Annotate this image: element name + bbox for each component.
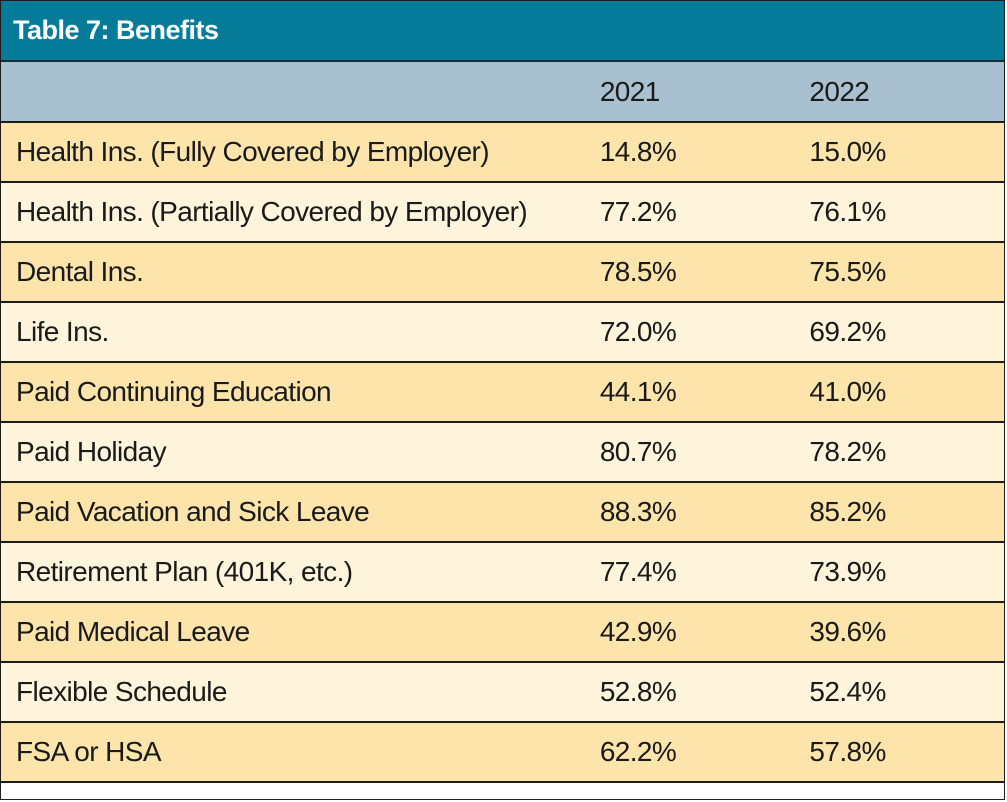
value-2021: 77.4% [599, 556, 677, 587]
table-row: Paid Continuing Education 44.1% 41.0% [1, 363, 1004, 423]
value-2021: 52.8% [599, 676, 677, 707]
value-2021: 78.5% [599, 256, 677, 287]
row-label: Health Ins. (Partially Covered by Employ… [16, 196, 528, 227]
table-row: Paid Medical Leave 42.9% 39.6% [1, 603, 1004, 663]
value-2022: 78.2% [809, 436, 886, 467]
row-label: Flexible Schedule [16, 676, 227, 707]
value-2021: 80.7% [599, 436, 677, 467]
row-label: Paid Vacation and Sick Leave [16, 496, 370, 527]
row-label: Dental Ins. [16, 256, 144, 287]
table-row: Paid Vacation and Sick Leave 88.3% 85.2% [1, 483, 1004, 543]
header-2021: 2021 [599, 75, 660, 107]
value-2021: 44.1% [599, 376, 677, 407]
value-2022: 75.5% [809, 256, 886, 287]
table-row: Flexible Schedule 52.8% 52.4% [1, 663, 1004, 723]
table-title-bar: Table 7: Benefits [1, 1, 1004, 62]
table-row: Dental Ins. 78.5% 75.5% [1, 243, 1004, 303]
value-2022: 69.2% [809, 316, 886, 347]
row-label: FSA or HSA [16, 736, 162, 767]
table-row: Life Ins. 72.0% 69.2% [1, 303, 1004, 363]
value-2022: 57.8% [809, 736, 886, 767]
value-2022: 73.9% [809, 556, 886, 587]
value-2021: 77.2% [599, 196, 677, 227]
value-2022: 52.4% [809, 676, 886, 707]
table-row: FSA or HSA 62.2% 57.8% [1, 723, 1004, 783]
table-body: Health Ins. (Fully Covered by Employer) 1… [1, 123, 1004, 783]
value-2022: 39.6% [809, 616, 886, 647]
value-2021: 72.0% [599, 316, 677, 347]
row-label: Paid Continuing Education [16, 376, 332, 407]
table-row: Paid Holiday 80.7% 78.2% [1, 423, 1004, 483]
table-row: Health Ins. (Partially Covered by Employ… [1, 183, 1004, 243]
value-2022: 15.0% [809, 136, 886, 167]
header-2022: 2022 [809, 75, 870, 107]
value-2021: 62.2% [599, 736, 677, 767]
row-label: Retirement Plan (401K, etc.) [16, 556, 353, 587]
value-2022: 41.0% [809, 376, 886, 407]
table-header-row: 2021 2022 [1, 62, 1004, 123]
row-label: Health Ins. (Fully Covered by Employer) [16, 136, 490, 167]
table-title: Table 7: Benefits [13, 15, 219, 45]
value-2021: 42.9% [599, 616, 677, 647]
value-2022: 85.2% [809, 496, 886, 527]
row-label: Life Ins. [16, 316, 109, 347]
value-2021: 88.3% [599, 496, 677, 527]
table-row: Retirement Plan (401K, etc.) 77.4% 73.9% [1, 543, 1004, 603]
row-label: Paid Holiday [16, 436, 167, 467]
row-label: Paid Medical Leave [16, 616, 250, 647]
value-2022: 76.1% [809, 196, 886, 227]
value-2021: 14.8% [599, 136, 677, 167]
table-row: Health Ins. (Fully Covered by Employer) 1… [1, 123, 1004, 183]
